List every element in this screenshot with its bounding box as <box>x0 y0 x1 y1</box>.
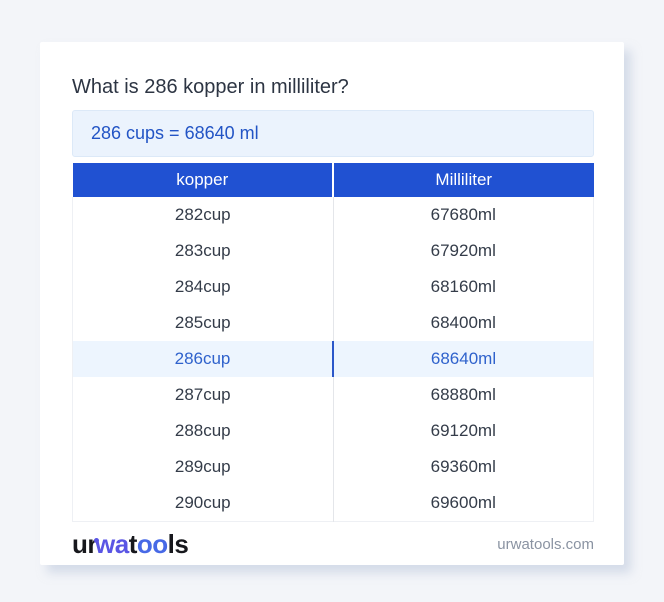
answer-box: 286 cups = 68640 ml <box>72 110 594 157</box>
ml-cell: 69120ml <box>430 421 496 440</box>
cup-cell: 285cup <box>72 305 334 341</box>
logo-ring-icon <box>94 538 99 543</box>
ml-cell: 68640ml <box>333 341 594 377</box>
site-logo[interactable]: urwatools <box>72 529 189 560</box>
ml-cell: 69360ml <box>430 457 496 476</box>
table-row: 283cup 67920ml <box>72 233 594 269</box>
cup-cell: 286cup <box>72 341 334 377</box>
conversion-card: What is 286 kopper in milliliter? 286 cu… <box>40 42 624 565</box>
conversion-table: kopper Milliliter 282cup 67680ml 283cup … <box>72 163 594 522</box>
site-domain: urwatools.com <box>497 536 594 553</box>
ml-cell: 67680ml <box>430 205 496 224</box>
card-footer: urwatools urwatools.com <box>40 527 624 563</box>
table-row: 285cup 68400ml <box>72 305 594 341</box>
cup-cell: 284cup <box>72 269 334 305</box>
header-kopper: kopper <box>72 163 334 197</box>
logo-text-dark: t <box>128 529 138 559</box>
table-header-row: kopper Milliliter <box>72 163 594 197</box>
cup-cell: 287cup <box>72 377 334 413</box>
ml-cell: 69600ml <box>430 492 496 512</box>
logo-text-blue: oo <box>136 529 168 559</box>
table-row: 287cup 68880ml <box>72 377 594 413</box>
cup-cell: 288cup <box>72 413 334 449</box>
logo-text-dark: ls <box>167 529 189 559</box>
cup-cell: 289cup <box>72 449 334 485</box>
table-row: 288cup 69120ml <box>72 413 594 449</box>
logo-text-blue: wa <box>95 529 129 559</box>
table-row: 289cup 69360ml <box>72 449 594 485</box>
table-row: 284cup 68160ml <box>72 269 594 305</box>
table-row: 290cup 69600ml <box>72 485 594 521</box>
answer-text: 286 cups = 68640 ml <box>91 123 259 143</box>
ml-cell: 68160ml <box>430 277 496 296</box>
table-row: 282cup 67680ml <box>72 197 594 233</box>
ml-cell: 67920ml <box>430 241 496 260</box>
ml-cell: 68400ml <box>430 313 496 332</box>
ml-cell: 68880ml <box>430 385 496 404</box>
header-milliliter: Milliliter <box>333 163 594 197</box>
cup-cell: 290cup <box>72 485 334 521</box>
cup-cell: 283cup <box>72 233 334 269</box>
page-title: What is 286 kopper in milliliter? <box>72 76 349 98</box>
table-row-highlighted: 286cup 68640ml <box>72 341 594 377</box>
logo-text-dark: ur <box>72 529 98 559</box>
cup-cell: 282cup <box>72 197 334 233</box>
